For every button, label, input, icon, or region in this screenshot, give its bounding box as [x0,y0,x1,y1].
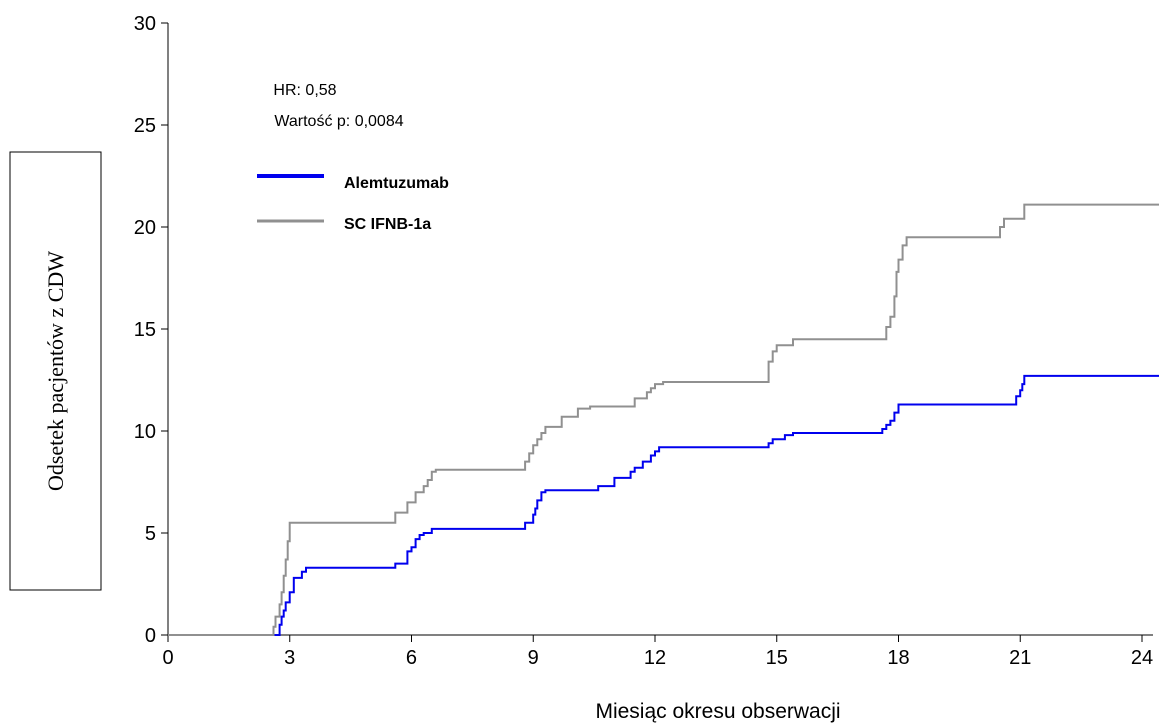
y-tick-label: 25 [134,115,156,137]
y-axis-title: Odsetek pacjentów z CDW [43,251,68,491]
y-ticks: 0 5 10 15 20 25 30 [134,13,168,647]
legend-label-sc-ifnb: SC IFNB-1a [344,216,431,233]
x-tick-label: 12 [644,647,666,669]
series-layer [168,203,1159,636]
y-tick-label: 0 [145,625,156,647]
legend: Alemtuzumab SC IFNB-1a [257,174,449,233]
series-line-alemtuzumab [168,374,1159,636]
x-ticks: 0 3 6 9 12 15 18 21 24 [162,635,1153,669]
x-tick-label: 3 [284,647,295,669]
x-axis-title: Miesiąc okresu obserwacji [595,700,840,723]
x-tick-label: 9 [528,647,539,669]
legend-label-alemtuzumab: Alemtuzumab [344,175,449,192]
y-tick-label: 15 [134,319,156,341]
x-tick-label: 24 [1131,647,1153,669]
ylabel-box [9,151,102,591]
y-tick-label: 10 [134,421,156,443]
y-tick-label: 20 [134,217,156,239]
x-tick-label: 18 [887,647,909,669]
y-tick-label: 5 [145,523,156,545]
x-tick-label: 15 [766,647,788,669]
x-tick-label: 0 [162,647,173,669]
series-line-sc-ifnb [168,203,1159,636]
x-tick-label: 6 [406,647,417,669]
x-tick-label: 21 [1009,647,1031,669]
p-value-annotation: Wartość p: 0,0084 [274,113,403,130]
hr-annotation: HR: 0,58 [273,82,336,99]
y-tick-label: 30 [134,13,156,35]
